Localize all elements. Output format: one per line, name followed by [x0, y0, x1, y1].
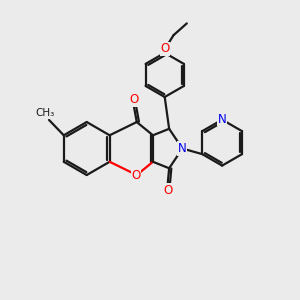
Text: O: O: [131, 169, 141, 182]
Text: CH₃: CH₃: [36, 109, 55, 118]
Text: O: O: [160, 42, 169, 55]
Text: O: O: [163, 184, 172, 197]
Text: N: N: [218, 112, 226, 126]
Text: O: O: [129, 93, 138, 106]
Text: N: N: [178, 142, 187, 155]
